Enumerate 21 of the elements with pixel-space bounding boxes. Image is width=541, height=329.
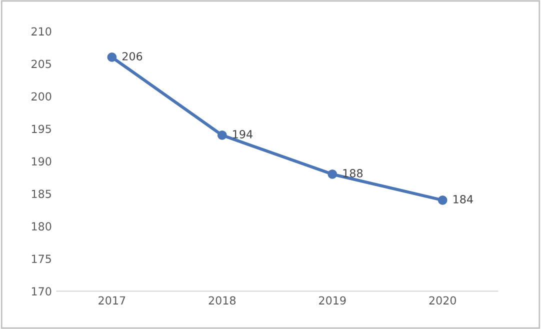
data-label: 184 bbox=[454, 195, 473, 204]
y-tick-label: 195 bbox=[32, 124, 51, 134]
point bbox=[438, 196, 448, 205]
y-tick-label: 190 bbox=[32, 157, 52, 166]
x-tick-label: 2019 bbox=[319, 296, 346, 305]
data-label: 194 bbox=[233, 130, 252, 138]
x-tick-label: 2017 bbox=[98, 296, 126, 305]
y-tick-label: 205 bbox=[32, 60, 51, 68]
y-tick-label: 170 bbox=[32, 287, 52, 296]
x-tick-label: 2020 bbox=[429, 296, 456, 305]
x-tick-label: 2018 bbox=[208, 296, 236, 305]
y-tick-label: 175 bbox=[32, 254, 51, 264]
y-tick-label: 180 bbox=[32, 222, 52, 231]
y-tick-label: 210 bbox=[32, 27, 52, 36]
y-tick-label: 200 bbox=[32, 92, 52, 101]
point bbox=[107, 52, 117, 62]
data-label: 188 bbox=[343, 169, 363, 178]
point bbox=[217, 130, 227, 140]
y-tick-label: 185 bbox=[32, 190, 51, 198]
point bbox=[328, 170, 338, 179]
data-label: 206 bbox=[122, 52, 142, 60]
